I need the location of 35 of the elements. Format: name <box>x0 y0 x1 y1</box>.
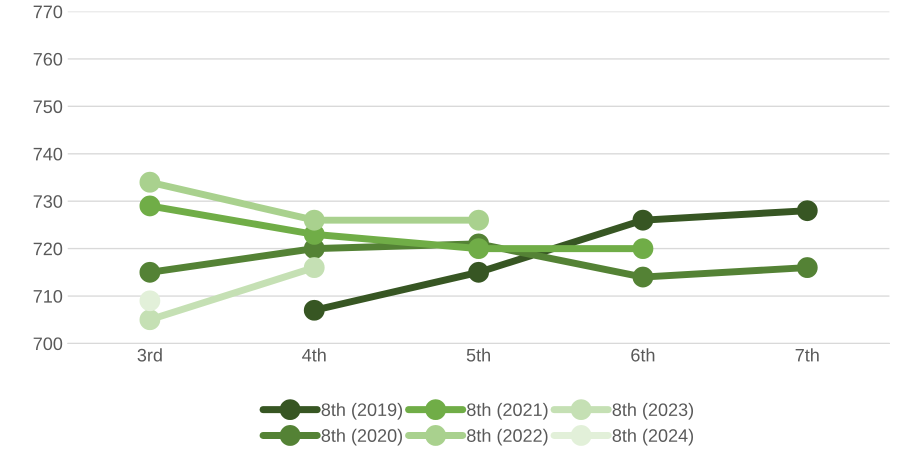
x-tick-label: 6th <box>631 348 654 362</box>
point <box>796 257 818 278</box>
legend-label: 8th (2020) <box>322 428 402 446</box>
point <box>632 210 654 231</box>
y-tick-label: 700 <box>34 337 62 350</box>
y-tick-label: 770 <box>34 5 62 18</box>
point <box>796 200 818 222</box>
legend-label: 8th (2022) <box>467 428 548 446</box>
point <box>304 210 325 231</box>
point <box>468 238 490 260</box>
point <box>139 290 160 312</box>
point <box>139 262 160 283</box>
x-tick-label: 4th <box>302 348 326 362</box>
legend-label: 8th (2021) <box>467 402 548 420</box>
legend-label: 8th (2023) <box>612 402 694 420</box>
y-tick-label: 750 <box>34 100 62 114</box>
point <box>468 210 490 231</box>
legend-label: 8th (2019) <box>322 402 402 420</box>
y-tick-label: 720 <box>34 242 62 256</box>
point <box>468 262 490 283</box>
y-tick-label: 710 <box>34 290 62 303</box>
point <box>304 257 325 278</box>
point <box>139 196 160 216</box>
point <box>304 300 325 321</box>
x-tick-label: 7th <box>796 348 819 362</box>
point <box>632 266 654 288</box>
y-tick-label: 760 <box>34 52 62 66</box>
point <box>139 172 160 193</box>
legend-label: 8th (2024) <box>612 428 694 446</box>
x-tick-label: 5th <box>466 348 490 362</box>
point <box>139 309 160 330</box>
point <box>632 238 654 260</box>
y-tick-label: 730 <box>34 195 62 208</box>
x-tick-label: 3rd <box>138 348 162 362</box>
y-tick-label: 740 <box>34 148 62 160</box>
